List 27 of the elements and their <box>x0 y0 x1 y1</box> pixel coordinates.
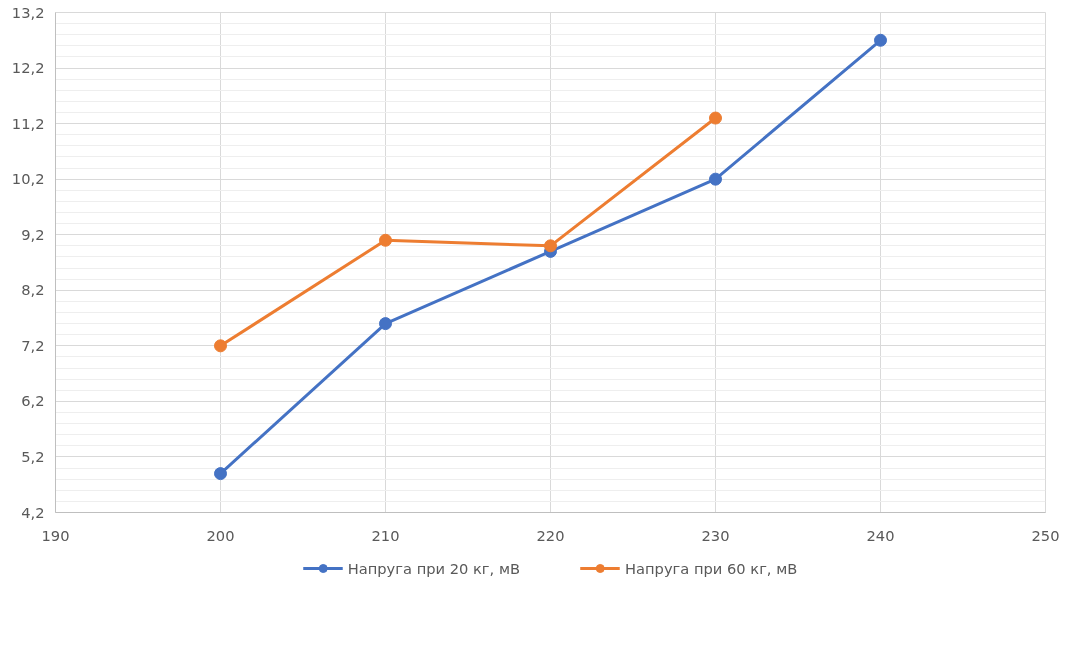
y-tick-label: 8,2 <box>21 281 45 299</box>
point <box>214 339 227 353</box>
x-tick-label: 190 <box>41 526 70 544</box>
y-tick-label: 6,2 <box>21 392 45 410</box>
point <box>544 239 557 253</box>
x-tick-label: 240 <box>866 526 895 544</box>
y-tick-label: 5,2 <box>21 447 45 465</box>
y-tick-label: 4,2 <box>21 503 45 521</box>
y-tick-label: 7,2 <box>21 336 45 354</box>
point <box>709 111 722 125</box>
y-tick-label: 10,2 <box>11 170 45 188</box>
y-tick-label: 12,2 <box>11 59 45 77</box>
point <box>379 317 392 331</box>
x-tick-label: 250 <box>1031 526 1060 544</box>
point <box>379 233 392 247</box>
y-tick-label: 13,2 <box>11 3 45 21</box>
point <box>709 172 722 186</box>
x-tick-label: 230 <box>701 526 730 544</box>
legend-label: Напруга при 20 кг, мВ <box>347 559 520 577</box>
x-tick-label: 220 <box>536 526 565 544</box>
y-tick-label: 9,2 <box>21 225 45 243</box>
point <box>214 467 227 481</box>
x-tick-label: 210 <box>371 526 400 544</box>
y-tick-label: 11,2 <box>11 114 45 132</box>
legend-label: Напруга при 60 кг, мВ <box>625 559 798 577</box>
x-tick-label: 200 <box>206 526 235 544</box>
point <box>874 33 887 47</box>
